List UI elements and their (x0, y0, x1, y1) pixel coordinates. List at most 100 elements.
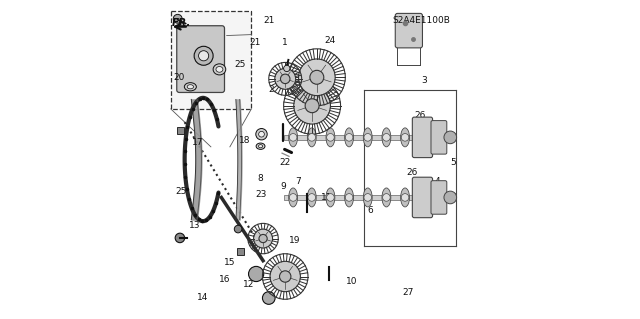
Circle shape (326, 194, 334, 201)
Text: 13: 13 (189, 221, 201, 230)
Circle shape (256, 129, 267, 140)
Text: 2: 2 (268, 85, 274, 94)
Text: 17: 17 (191, 137, 203, 147)
Text: 15: 15 (224, 258, 236, 267)
Circle shape (420, 194, 428, 201)
Text: 9: 9 (281, 182, 287, 191)
Circle shape (294, 87, 330, 124)
Ellipse shape (216, 67, 223, 72)
Ellipse shape (419, 128, 428, 147)
Text: 3: 3 (422, 76, 428, 85)
Ellipse shape (364, 128, 372, 147)
Circle shape (234, 225, 242, 233)
Ellipse shape (364, 188, 372, 207)
Circle shape (310, 70, 324, 84)
Text: 4: 4 (434, 177, 440, 186)
Circle shape (259, 131, 264, 137)
Text: 25: 25 (235, 60, 246, 69)
Circle shape (401, 194, 409, 201)
Circle shape (308, 194, 316, 201)
Ellipse shape (382, 128, 391, 147)
Circle shape (444, 131, 456, 144)
Text: 14: 14 (197, 293, 209, 301)
Circle shape (259, 234, 267, 243)
Ellipse shape (307, 128, 316, 147)
Circle shape (270, 261, 300, 292)
Text: 18: 18 (239, 136, 250, 145)
FancyBboxPatch shape (412, 177, 433, 218)
Circle shape (198, 51, 209, 61)
Ellipse shape (184, 83, 196, 91)
Text: 6: 6 (368, 206, 374, 215)
Circle shape (364, 194, 372, 201)
Ellipse shape (345, 188, 353, 207)
Circle shape (383, 134, 390, 141)
Circle shape (289, 194, 297, 201)
Text: 10: 10 (346, 277, 357, 286)
Text: 21: 21 (250, 38, 261, 47)
FancyBboxPatch shape (412, 117, 433, 158)
Text: 26: 26 (414, 111, 426, 120)
Circle shape (253, 229, 273, 248)
Ellipse shape (256, 143, 265, 149)
Circle shape (280, 271, 291, 282)
Text: 5: 5 (450, 158, 456, 167)
Bar (177, 127, 184, 134)
Circle shape (298, 59, 335, 96)
Text: 25: 25 (175, 187, 186, 196)
Ellipse shape (326, 128, 335, 147)
Circle shape (275, 69, 296, 89)
Circle shape (444, 191, 456, 204)
Circle shape (326, 134, 334, 141)
Ellipse shape (382, 188, 391, 207)
Circle shape (194, 46, 213, 65)
Text: 12: 12 (243, 280, 255, 289)
Text: 26: 26 (406, 168, 417, 177)
Ellipse shape (187, 85, 193, 89)
Ellipse shape (307, 188, 316, 207)
Circle shape (346, 134, 353, 141)
Circle shape (248, 266, 264, 282)
Text: 24: 24 (324, 36, 335, 45)
Circle shape (383, 194, 390, 201)
Ellipse shape (345, 128, 353, 147)
Text: 4: 4 (429, 145, 435, 154)
Circle shape (438, 134, 446, 141)
Ellipse shape (419, 188, 428, 207)
Circle shape (401, 134, 409, 141)
Bar (237, 248, 244, 255)
Ellipse shape (289, 188, 298, 207)
Circle shape (420, 134, 428, 141)
Text: 1: 1 (282, 38, 288, 47)
Bar (284, 195, 448, 200)
Text: 23: 23 (256, 190, 267, 199)
Ellipse shape (401, 188, 410, 207)
Text: 5: 5 (450, 193, 456, 202)
Circle shape (262, 292, 275, 304)
Circle shape (280, 74, 290, 84)
Text: 8: 8 (257, 174, 263, 183)
Text: 22: 22 (280, 158, 291, 167)
FancyBboxPatch shape (431, 121, 447, 154)
Text: 21: 21 (264, 16, 275, 25)
Ellipse shape (326, 188, 335, 207)
Circle shape (173, 14, 182, 23)
FancyBboxPatch shape (431, 181, 447, 214)
Ellipse shape (213, 64, 226, 75)
Ellipse shape (401, 128, 410, 147)
FancyBboxPatch shape (177, 26, 225, 93)
Text: 19: 19 (289, 236, 300, 245)
Text: 27: 27 (403, 288, 414, 297)
Circle shape (438, 194, 446, 201)
Circle shape (346, 194, 353, 201)
Ellipse shape (438, 128, 447, 147)
Bar (284, 135, 448, 140)
Text: 11: 11 (321, 193, 332, 202)
Circle shape (308, 134, 316, 141)
Ellipse shape (438, 188, 447, 207)
Text: 24: 24 (301, 108, 312, 116)
Circle shape (305, 99, 319, 113)
Ellipse shape (259, 145, 262, 148)
Ellipse shape (289, 128, 298, 147)
Circle shape (289, 134, 297, 141)
